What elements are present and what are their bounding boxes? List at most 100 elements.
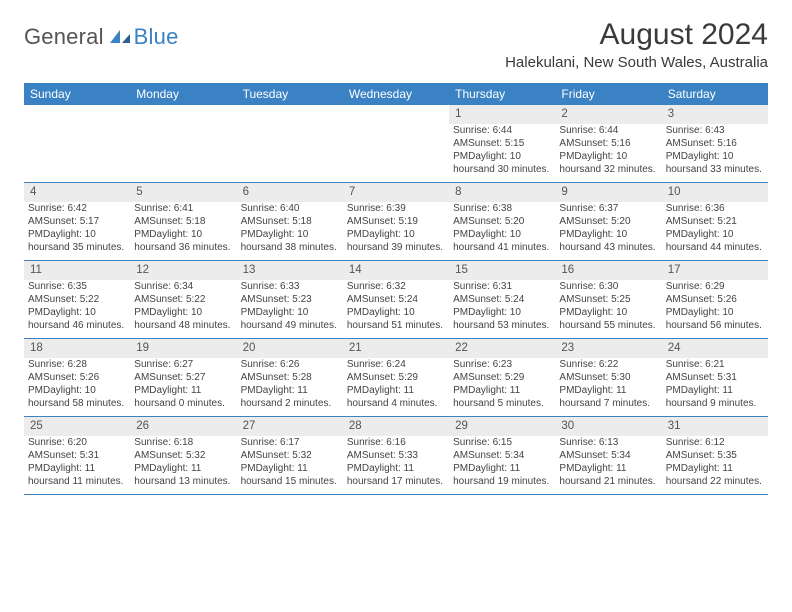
daylight-text-2: and 51 minutes. — [372, 320, 443, 331]
day-number-cell: 31 — [662, 416, 768, 435]
day-number-cell: 26 — [130, 416, 236, 435]
daynum-row: 45678910 — [24, 182, 768, 201]
day-info-cell: Sunrise: 6:39 AMSunset: 5:19 PMDaylight:… — [343, 202, 449, 261]
day-number-cell — [24, 105, 130, 124]
day-number-cell: 3 — [662, 105, 768, 124]
day-number-cell: 15 — [449, 260, 555, 279]
weekday-header: Wednesday — [343, 83, 449, 105]
daylight-text-2: and 58 minutes. — [53, 398, 124, 409]
day-info-cell: Sunrise: 6:41 AMSunset: 5:18 PMDaylight:… — [130, 202, 236, 261]
daylight-text-2: and 15 minutes. — [266, 476, 337, 487]
day-info-cell: Sunrise: 6:36 AMSunset: 5:21 PMDaylight:… — [662, 202, 768, 261]
daylight-text-2: and 2 minutes. — [266, 398, 332, 409]
day-info-cell: Sunrise: 6:21 AMSunset: 5:31 PMDaylight:… — [662, 358, 768, 417]
day-info-cell: Sunrise: 6:38 AMSunset: 5:20 PMDaylight:… — [449, 202, 555, 261]
daylight-text-2: and 41 minutes. — [478, 242, 549, 253]
daylight-text-2: and 46 minutes. — [53, 320, 124, 331]
day-number-cell: 28 — [343, 416, 449, 435]
day-info-cell: Sunrise: 6:17 AMSunset: 5:32 PMDaylight:… — [237, 436, 343, 495]
daylight-text-2: and 55 minutes. — [584, 320, 655, 331]
day-number-cell: 7 — [343, 182, 449, 201]
day-info-cell: Sunrise: 6:26 AMSunset: 5:28 PMDaylight:… — [237, 358, 343, 417]
day-number-cell: 1 — [449, 105, 555, 124]
day-info-cell — [24, 124, 130, 183]
dayinfo-row: Sunrise: 6:28 AMSunset: 5:26 PMDaylight:… — [24, 358, 768, 417]
daynum-row: 25262728293031 — [24, 416, 768, 435]
daylight-text-2: and 48 minutes. — [159, 320, 230, 331]
day-info-cell: Sunrise: 6:13 AMSunset: 5:34 PMDaylight:… — [555, 436, 661, 495]
weekday-header-row: SundayMondayTuesdayWednesdayThursdayFrid… — [24, 83, 768, 105]
daylight-text-2: and 32 minutes. — [584, 164, 655, 175]
day-info-cell: Sunrise: 6:23 AMSunset: 5:29 PMDaylight:… — [449, 358, 555, 417]
day-info-cell: Sunrise: 6:35 AMSunset: 5:22 PMDaylight:… — [24, 280, 130, 339]
day-number-cell: 20 — [237, 338, 343, 357]
day-number-cell: 16 — [555, 260, 661, 279]
daylight-text-2: and 43 minutes. — [584, 242, 655, 253]
day-number-cell: 14 — [343, 260, 449, 279]
day-number-cell — [237, 105, 343, 124]
weekday-header: Saturday — [662, 83, 768, 105]
daylight-text-2: and 5 minutes. — [478, 398, 544, 409]
daylight-text-2: and 38 minutes. — [266, 242, 337, 253]
daylight-text-2: and 33 minutes. — [691, 164, 762, 175]
day-info-cell: Sunrise: 6:44 AMSunset: 5:16 PMDaylight:… — [555, 124, 661, 183]
header: General Blue August 2024 Halekulani, New… — [24, 18, 768, 71]
day-number-cell: 29 — [449, 416, 555, 435]
calendar-table: SundayMondayTuesdayWednesdayThursdayFrid… — [24, 83, 768, 495]
day-number-cell: 25 — [24, 416, 130, 435]
page-title: August 2024 — [505, 18, 768, 52]
day-number-cell: 21 — [343, 338, 449, 357]
day-info-cell: Sunrise: 6:31 AMSunset: 5:24 PMDaylight:… — [449, 280, 555, 339]
day-number-cell: 18 — [24, 338, 130, 357]
daylight-text-2: and 9 minutes. — [691, 398, 757, 409]
day-number-cell: 27 — [237, 416, 343, 435]
weekday-header: Sunday — [24, 83, 130, 105]
day-info-cell: Sunrise: 6:37 AMSunset: 5:20 PMDaylight:… — [555, 202, 661, 261]
weekday-header: Tuesday — [237, 83, 343, 105]
day-number-cell: 10 — [662, 182, 768, 201]
day-number-cell: 11 — [24, 260, 130, 279]
daylight-text-2: and 44 minutes. — [691, 242, 762, 253]
daylight-text-2: and 17 minutes. — [372, 476, 443, 487]
day-info-cell: Sunrise: 6:24 AMSunset: 5:29 PMDaylight:… — [343, 358, 449, 417]
logo-text-1: General — [24, 24, 104, 50]
daylight-text-2: and 11 minutes. — [53, 476, 123, 487]
logo: General Blue — [24, 18, 179, 50]
daylight-text-2: and 19 minutes. — [478, 476, 549, 487]
day-number-cell: 13 — [237, 260, 343, 279]
daylight-text-2: and 22 minutes. — [691, 476, 762, 487]
daylight-text-2: and 21 minutes. — [584, 476, 655, 487]
day-number-cell: 24 — [662, 338, 768, 357]
day-number-cell — [130, 105, 236, 124]
daylight-text-2: and 49 minutes. — [266, 320, 337, 331]
day-info-cell: Sunrise: 6:33 AMSunset: 5:23 PMDaylight:… — [237, 280, 343, 339]
day-info-cell: Sunrise: 6:34 AMSunset: 5:22 PMDaylight:… — [130, 280, 236, 339]
day-info-cell: Sunrise: 6:40 AMSunset: 5:18 PMDaylight:… — [237, 202, 343, 261]
day-info-cell: Sunrise: 6:28 AMSunset: 5:26 PMDaylight:… — [24, 358, 130, 417]
daylight-text-2: and 39 minutes. — [372, 242, 443, 253]
day-number-cell: 4 — [24, 182, 130, 201]
day-info-cell: Sunrise: 6:20 AMSunset: 5:31 PMDaylight:… — [24, 436, 130, 495]
day-info-cell: Sunrise: 6:27 AMSunset: 5:27 PMDaylight:… — [130, 358, 236, 417]
day-info-cell: Sunrise: 6:16 AMSunset: 5:33 PMDaylight:… — [343, 436, 449, 495]
logo-sail-icon — [108, 28, 132, 46]
day-number-cell: 8 — [449, 182, 555, 201]
day-info-cell: Sunrise: 6:42 AMSunset: 5:17 PMDaylight:… — [24, 202, 130, 261]
daylight-text-2: and 7 minutes. — [584, 398, 650, 409]
day-number-cell: 9 — [555, 182, 661, 201]
day-number-cell — [343, 105, 449, 124]
dayinfo-row: Sunrise: 6:35 AMSunset: 5:22 PMDaylight:… — [24, 280, 768, 339]
day-number-cell: 19 — [130, 338, 236, 357]
day-info-cell: Sunrise: 6:44 AMSunset: 5:15 PMDaylight:… — [449, 124, 555, 183]
day-info-cell: Sunrise: 6:12 AMSunset: 5:35 PMDaylight:… — [662, 436, 768, 495]
daylight-text-2: and 4 minutes. — [372, 398, 438, 409]
day-info-cell: Sunrise: 6:18 AMSunset: 5:32 PMDaylight:… — [130, 436, 236, 495]
weekday-header: Thursday — [449, 83, 555, 105]
day-info-cell: Sunrise: 6:30 AMSunset: 5:25 PMDaylight:… — [555, 280, 661, 339]
daylight-text-2: and 35 minutes. — [53, 242, 124, 253]
day-number-cell: 22 — [449, 338, 555, 357]
day-info-cell: Sunrise: 6:43 AMSunset: 5:16 PMDaylight:… — [662, 124, 768, 183]
day-number-cell: 30 — [555, 416, 661, 435]
daylight-text-2: and 36 minutes. — [159, 242, 230, 253]
day-number-cell: 17 — [662, 260, 768, 279]
